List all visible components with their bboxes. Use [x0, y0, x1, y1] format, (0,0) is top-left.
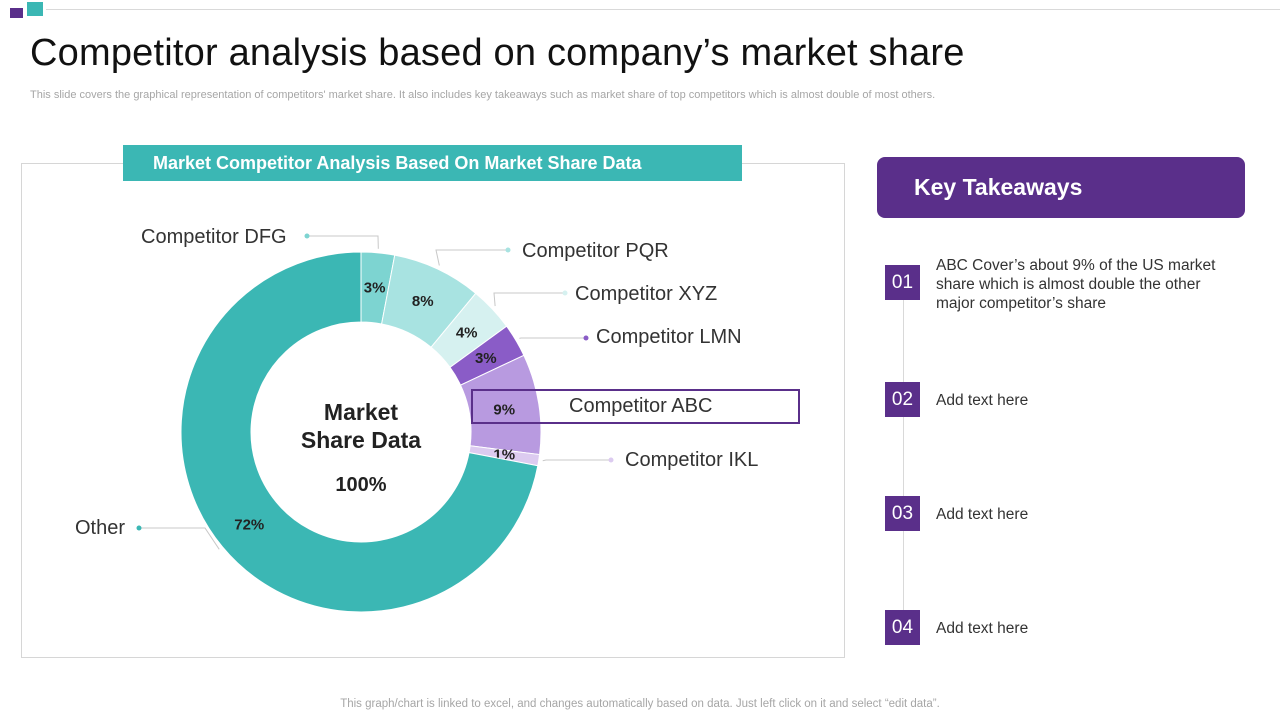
slice-value-competitor-abc: 9%: [493, 401, 515, 418]
slice-other[interactable]: [180, 251, 539, 613]
page-title: Competitor analysis based on company’s m…: [30, 32, 965, 74]
center-label-line-1: Market: [324, 399, 398, 425]
leader-dot-competitor-lmn: [583, 335, 589, 341]
takeaway-text-1[interactable]: ABC Cover’s about 9% of the US market sh…: [936, 257, 1216, 312]
leader-dot-other: [136, 525, 142, 531]
highlight-box-competitor-abc: [471, 389, 800, 424]
page-subtitle: This slide covers the graphical represen…: [30, 89, 936, 101]
leader-line-competitor-dfg: [307, 235, 379, 249]
top-divider: [46, 9, 1280, 10]
takeaway-text-3[interactable]: Add text here: [936, 506, 1029, 523]
takeaway-number-3: 03: [885, 496, 920, 531]
takeaway-text-4[interactable]: Add text here: [936, 620, 1029, 637]
slice-value-competitor-dfg: 3%: [364, 280, 386, 297]
slice-value-competitor-lmn: 3%: [475, 350, 497, 367]
slice-label-competitor-dfg: Competitor DFG: [141, 226, 287, 248]
slice-label-competitor-pqr: Competitor PQR: [522, 240, 669, 262]
key-takeaways-header: Key Takeaways: [877, 157, 1245, 218]
slice-label-competitor-abc: Competitor ABC: [569, 395, 712, 417]
takeaway-text-2[interactable]: Add text here: [936, 392, 1029, 409]
leader-dot-competitor-ikl: [608, 457, 614, 463]
takeaway-number-2: 02: [885, 382, 920, 417]
footnote: This graph/chart is linked to excel, and…: [340, 698, 940, 710]
leader-line-competitor-xyz: [493, 292, 565, 307]
chart-header: Market Competitor Analysis Based On Mark…: [123, 145, 742, 181]
takeaway-number-4: 04: [885, 610, 920, 645]
leader-dot-competitor-xyz: [562, 290, 568, 296]
takeaways-timeline: [903, 266, 904, 644]
slice-value-competitor-pqr: 8%: [412, 293, 434, 310]
leader-dot-competitor-dfg: [304, 233, 310, 239]
takeaway-number-1: 01: [885, 265, 920, 300]
slice-value-other: 72%: [234, 516, 264, 533]
leader-line-competitor-pqr: [435, 249, 508, 266]
leader-dot-competitor-pqr: [505, 247, 511, 253]
slice-label-competitor-lmn: Competitor LMN: [596, 326, 742, 348]
decor-square-teal: [27, 2, 43, 16]
decor-square-purple: [10, 8, 23, 18]
slice-label-competitor-xyz: Competitor XYZ: [575, 283, 717, 305]
slice-label-other: Other: [75, 517, 125, 539]
leader-line-competitor-ikl: [542, 459, 611, 462]
center-value: 100%: [335, 474, 386, 496]
slice-label-competitor-ikl: Competitor IKL: [625, 449, 758, 471]
center-label-line-2: Share Data: [301, 427, 421, 453]
slice-value-competitor-xyz: 4%: [456, 325, 478, 342]
leader-line-other: [139, 527, 220, 550]
